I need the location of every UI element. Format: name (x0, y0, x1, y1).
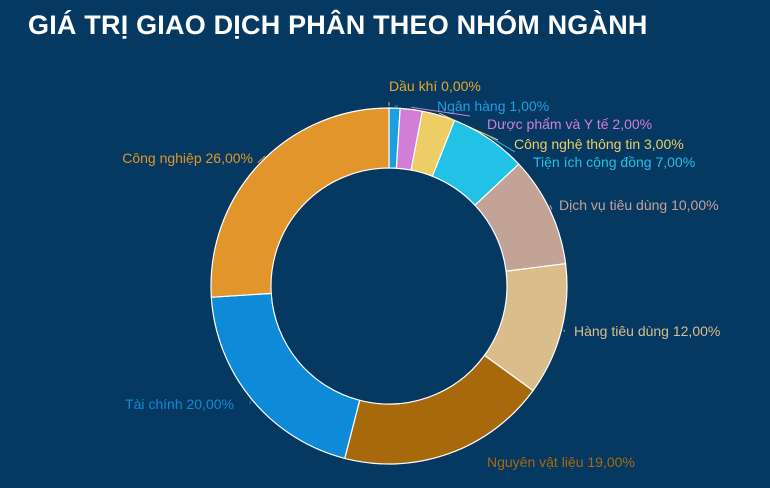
label-ngan-hang: Ngân hàng 1,00% (437, 98, 549, 114)
slice-tai-chinh (210, 292, 361, 460)
label-tai-chinh: Tài chính 20,00% (125, 396, 234, 412)
label-hang-tieu-dung: Hàng tiêu dùng 12,00% (574, 323, 720, 339)
leader-duoc-pham-va-y-te (411, 106, 471, 117)
leader-dich-vu-tieu-dung (549, 204, 553, 210)
label-duoc-pham-va-y-te: Dược phẩm và Y tế 2,00% (487, 116, 652, 132)
leader-tien-ich-cong-dong (489, 136, 516, 153)
label-dau-khi: Dầu khí 0,00% (389, 78, 481, 94)
label-nguyen-vat-lieu: Nguyên vật liệu 19,00% (487, 454, 635, 470)
slice-nguyen-vat-lieu (344, 354, 534, 465)
leader-cong-nghiep (257, 155, 266, 164)
label-dich-vu-tieu-dung: Dịch vụ tiêu dùng 10,00% (559, 197, 719, 213)
label-tien-ich-cong-dong: Tiện ích cộng đồng 7,00% (533, 154, 695, 170)
chart-title: GIÁ TRỊ GIAO DỊCH PHÂN THEO NHÓM NGÀNH (28, 10, 648, 40)
slice-cong-nghiep (210, 107, 390, 298)
label-cong-nghiep: Công nghiệp 26,00% (122, 150, 253, 166)
label-cong-nghe-thong-tin: Công nghệ thông tin 3,00% (514, 136, 684, 152)
